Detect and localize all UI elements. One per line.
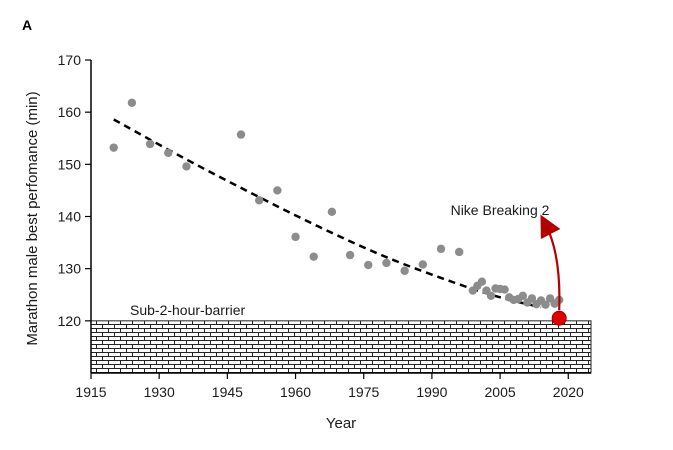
x-tick-label: 1945 <box>212 384 243 400</box>
y-tick-label: 140 <box>58 209 82 225</box>
data-point <box>109 143 118 152</box>
y-tick-label: 120 <box>58 313 82 329</box>
data-point <box>486 291 496 300</box>
data-point <box>436 244 446 254</box>
axes: 120 130 140 150 160 170 1915 1930 1945 1960 1975 19… <box>58 52 591 400</box>
x-tick-label: 2005 <box>485 384 516 400</box>
data-point <box>454 247 464 257</box>
data-point <box>182 162 191 171</box>
data-point <box>291 232 300 242</box>
data-point <box>541 300 550 309</box>
data-point <box>518 291 528 300</box>
barrier-label: Sub-2-hour-barrier <box>130 302 245 318</box>
x-tick-label: 1915 <box>75 384 106 400</box>
data-point <box>145 139 155 149</box>
sub-two-hour-barrier <box>90 320 592 374</box>
barrier-region <box>90 320 592 374</box>
breaking-2-point <box>551 310 567 326</box>
highlight <box>540 214 567 326</box>
data-point <box>345 250 355 260</box>
data-points <box>109 98 564 309</box>
data-point <box>418 260 428 269</box>
data-point <box>273 186 282 195</box>
data-point <box>477 277 487 286</box>
x-tick-label: 1990 <box>416 384 447 400</box>
data-point <box>236 130 246 139</box>
data-point <box>382 258 391 268</box>
y-axis-title: Marathon male best perfomance (min) <box>24 91 41 345</box>
data-point <box>309 252 318 261</box>
nike-breaking-2-label: Nike Breaking 2 <box>451 202 550 218</box>
x-tick-label: 1960 <box>280 384 311 400</box>
x-tick-label: 2020 <box>553 384 584 400</box>
y-tick-label: 150 <box>58 156 82 172</box>
data-point <box>164 148 173 158</box>
x-axis-title: Year <box>326 415 356 432</box>
y-tick-label: 130 <box>58 261 82 277</box>
x-tick-label: 1975 <box>348 384 379 400</box>
y-tick-label: 170 <box>58 52 82 68</box>
data-point <box>400 266 409 275</box>
data-point <box>127 98 137 107</box>
data-point <box>527 294 537 303</box>
data-point <box>254 196 264 205</box>
panel-label: A <box>22 17 32 33</box>
breaking-2-arrow <box>540 214 561 311</box>
x-tick-label: 1930 <box>144 384 175 400</box>
data-point <box>364 260 373 270</box>
data-point <box>500 285 509 294</box>
data-point <box>327 207 337 217</box>
y-tick-label: 160 <box>58 104 82 120</box>
